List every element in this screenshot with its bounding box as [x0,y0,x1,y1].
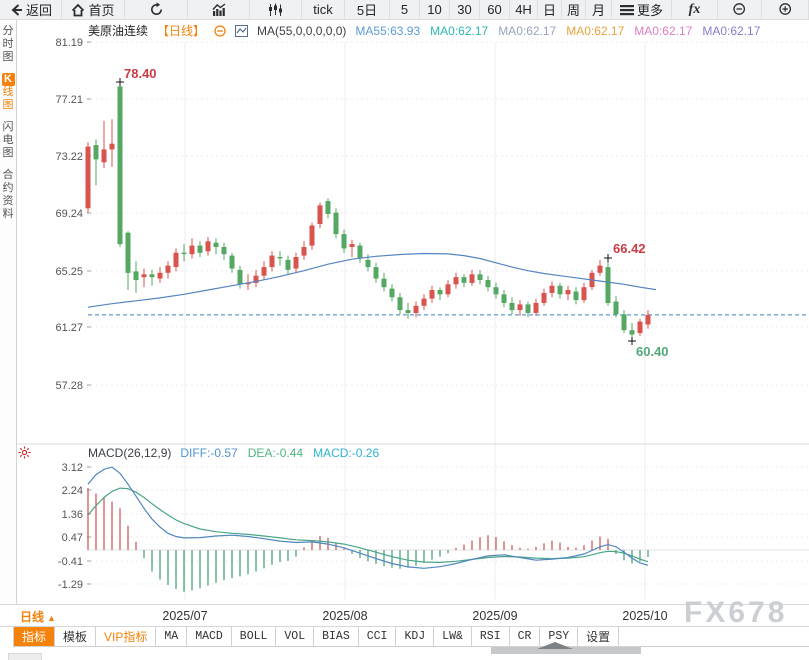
svg-text:77.21: 77.21 [55,94,83,106]
svg-text:66.42: 66.42 [613,241,646,256]
toolbar-period-30[interactable]: 30 [450,0,480,19]
symbol-name: 美原油连续 [88,24,149,38]
toolbar-fx[interactable]: fx [672,0,718,19]
period-tag: 【日线】 [157,24,206,38]
toolbar-period-week[interactable]: 周 [562,0,586,19]
dropdown-up-icon: ▲ [47,613,56,623]
toolbar-period-month[interactable]: 月 [586,0,612,19]
sidebar-item-4[interactable]: 合约资料 [2,169,14,220]
timeframe-label: 日线 [20,610,45,624]
price-macd-chart: 81.19 77.21 73.22 69.24 65.25 61.27 57.28 78.40… [17,37,809,600]
panel-expander[interactable] [491,642,641,654]
macd-formula: MACD(26,12,9) [88,446,172,460]
svg-text:2.24: 2.24 [62,485,83,497]
timeframe-selector[interactable]: 日线 ▲ [20,608,56,625]
svg-text:78.40: 78.40 [124,66,157,81]
svg-text:69.24: 69.24 [55,208,83,220]
partial-element [8,653,42,660]
indicator-tabbar: 指标 模板 VIP指标 MA MACD BOLL VOL BIAS CCI KDJ LW& RSI CR… [0,627,809,647]
svg-text:73.22: 73.22 [55,151,83,163]
x-axis-label: 2025/08 [322,609,368,623]
toolbar-period-day[interactable]: 日 [538,0,562,19]
sidebar-item-3[interactable]: 闪电图 [2,121,14,159]
x-axis: 日线 ▲ 2025/07 2025/08 2025/09 2025/10 [0,604,809,627]
svg-text:-0.41: -0.41 [58,556,83,568]
toolbar-chart-style-candle[interactable] [250,0,302,19]
toolbar-zoom-in[interactable] [762,0,809,19]
indicator-value: MA55:63.93 [355,23,421,38]
tab-MA[interactable]: MA [156,627,188,647]
tab-设置[interactable]: 设置 [578,627,620,647]
toolbar-zoom-out[interactable] [718,0,762,19]
x-axis-label: 2025/07 [162,609,208,623]
svg-text:3.12: 3.12 [62,462,83,474]
toolbar: 返回 首页 tick 5日 5 10 30 60 4H 日周月更多 fx [0,0,809,20]
toolbar-period-60[interactable]: 60 [480,0,510,19]
macd-header: MACD(26,12,9) DIFF:-0.57 DEA:-0.44 MACD:-0… [88,446,379,460]
tab-MACD[interactable]: MACD [187,627,232,647]
chart-header: 美原油连续 【日线】 MA(55,0,0,0,0,0) MA55:63.93 MA… [88,22,760,39]
expand-arrow-icon [537,642,573,649]
indicator-value: MA0:62.17 [634,23,693,38]
x-axis-label: 2025/10 [622,609,668,623]
svg-text:61.27: 61.27 [55,322,83,334]
tab-RSI[interactable]: RSI [471,627,510,647]
svg-text:65.25: 65.25 [55,266,83,278]
sidebar-item-1[interactable]: 分时图 [2,25,14,63]
ma-formula: MA(55,0,0,0,0,0) [257,23,347,38]
toolbar-period-10[interactable]: 10 [420,0,450,19]
indicator-value: MACD:-0.26 [313,446,380,460]
tab-指标[interactable]: 指标 [13,627,56,647]
svg-text:-1.29: -1.29 [58,579,83,591]
x-axis-label: 2025/09 [472,609,518,623]
toolbar-more[interactable]: 更多 [612,0,672,19]
tab-BOLL[interactable]: BOLL [231,627,277,647]
toolbar-refresh[interactable] [125,0,188,19]
ma-values: MA55:63.93 MA0:62.17 MA0:62.17 MA0:62.17 MA0… [355,24,760,38]
indicator-settings-icon[interactable] [235,24,249,37]
svg-text:81.19: 81.19 [55,37,83,49]
indicator-value: MA0:62.17 [430,23,489,38]
tab-CR[interactable]: CR [509,627,541,647]
svg-text:57.28: 57.28 [55,380,83,392]
collapse-icon[interactable] [214,24,226,37]
tab-CCI[interactable]: CCI [358,627,397,647]
tab-VOL[interactable]: VOL [276,627,315,647]
toolbar-period-5[interactable]: 5 [390,0,420,19]
toolbar-chart-style-line[interactable] [188,0,250,19]
indicator-value: MA0:62.17 [498,23,557,38]
svg-text:60.40: 60.40 [636,344,669,359]
toolbar-home[interactable]: 首页 [62,0,125,19]
tab-模板[interactable]: 模板 [55,627,97,647]
toolbar-period-4h[interactable]: 4H [510,0,538,19]
tab-VIP指标[interactable]: VIP指标 [96,627,157,647]
toolbar-period-5day[interactable]: 5日 [345,0,390,19]
indicator-value: MA0:62.17 [702,23,761,38]
indicator-value: DEA:-0.44 [247,446,304,460]
toolbar-back[interactable]: 返回 [0,0,62,19]
tabbar-filler [619,627,809,647]
chart-canvas[interactable]: 81.19 77.21 73.22 69.24 65.25 61.27 57.28 78.40… [17,20,809,604]
macd-values: DIFF:-0.57 DEA:-0.44 MACD:-0.26 [180,446,379,460]
indicator-value: DIFF:-0.57 [180,446,238,460]
indicator-value: MA0:62.17 [566,23,625,38]
tab-KDJ[interactable]: KDJ [396,627,435,647]
macd-settings-icon[interactable] [18,446,31,464]
toolbar-period-tick[interactable]: tick [302,0,345,19]
tab-BIAS[interactable]: BIAS [314,627,359,647]
tab-LW&[interactable]: LW& [434,627,472,647]
svg-text:1.36: 1.36 [62,509,83,521]
svg-text:0.47: 0.47 [62,532,83,544]
